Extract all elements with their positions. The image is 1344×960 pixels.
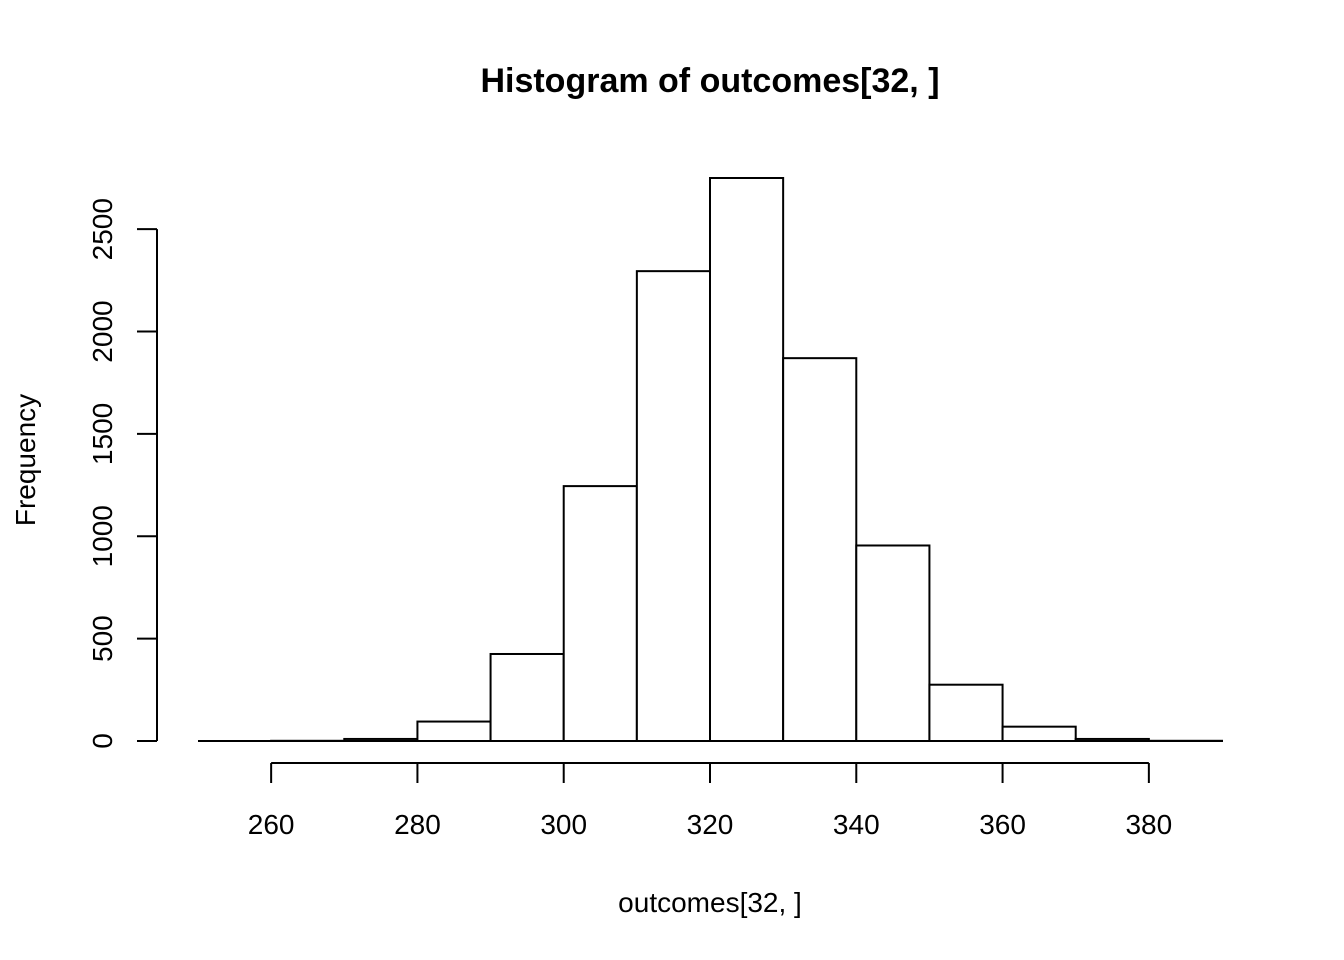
x-tick-label: 340 xyxy=(833,809,880,840)
histogram-bar xyxy=(1074,737,1150,742)
histogram-bar xyxy=(562,485,638,742)
x-tick-label: 360 xyxy=(979,809,1026,840)
y-tick-label: 500 xyxy=(87,615,118,662)
y-axis: 0 500 1000 1500 2000 2500 xyxy=(87,198,158,749)
x-tick-label: 280 xyxy=(394,809,441,840)
histogram-bar xyxy=(709,177,785,742)
histogram-bar xyxy=(1001,725,1077,742)
x-tick-label: 260 xyxy=(248,809,295,840)
x-axis-label: outcomes[32, ] xyxy=(618,887,802,918)
x-axis: 260 280 300 320 340 360 380 xyxy=(248,762,1172,840)
x-tick-label: 380 xyxy=(1125,809,1172,840)
bars-layer xyxy=(198,177,1224,743)
histogram-bar xyxy=(489,652,565,742)
y-tick-label: 0 xyxy=(87,733,118,749)
x-tick-label: 320 xyxy=(687,809,734,840)
histogram-bar xyxy=(416,720,492,742)
y-tick-label: 1000 xyxy=(87,505,118,567)
y-axis-label: Frequency xyxy=(10,394,41,526)
chart-title: Histogram of outcomes[32, ] xyxy=(480,62,939,100)
y-tick-label: 2000 xyxy=(87,300,118,362)
histogram-bar xyxy=(635,270,711,742)
histogram-bar xyxy=(782,357,858,742)
histogram-bar xyxy=(855,544,931,743)
histogram-bar xyxy=(928,683,1004,743)
histogram-bar xyxy=(343,737,419,742)
y-tick-label: 2500 xyxy=(87,198,118,260)
y-tick-label: 1500 xyxy=(87,403,118,465)
x-tick-label: 300 xyxy=(540,809,587,840)
